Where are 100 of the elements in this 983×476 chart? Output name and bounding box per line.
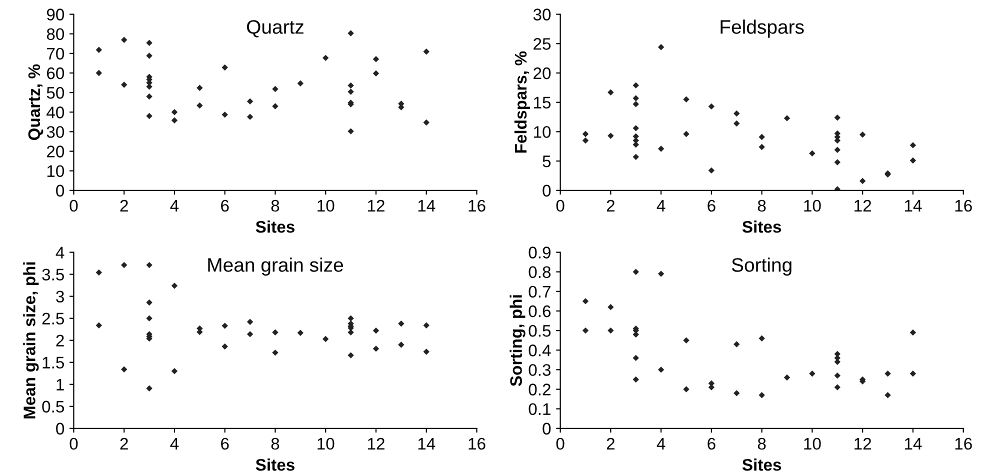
y-axis-title: Quartz, % xyxy=(28,64,44,140)
point xyxy=(608,304,614,310)
point xyxy=(146,385,152,392)
y-tick-label: 4 xyxy=(56,246,64,258)
point xyxy=(348,128,354,134)
x-tick-label: 8 xyxy=(271,438,280,450)
y-tick-label: 2 xyxy=(56,334,64,346)
point xyxy=(348,88,354,95)
x-axis-title: Sites xyxy=(742,220,782,233)
x-tick-label: 2 xyxy=(120,200,128,212)
x-tick-label: 6 xyxy=(708,438,716,450)
y-tick-label: 3 xyxy=(56,290,64,303)
point xyxy=(683,337,690,344)
point xyxy=(859,132,866,138)
point xyxy=(372,56,380,62)
point xyxy=(708,103,715,110)
point xyxy=(96,46,102,53)
point xyxy=(372,70,380,76)
point xyxy=(146,315,152,322)
point xyxy=(272,329,278,336)
x-tick-label: 2 xyxy=(606,200,614,212)
chart-title: Quartz xyxy=(246,20,304,38)
point xyxy=(734,390,740,396)
x-axis-title: Sites xyxy=(256,220,294,233)
x-tick-label: 12 xyxy=(854,200,872,212)
point xyxy=(146,93,152,100)
point xyxy=(146,262,152,268)
point xyxy=(348,82,354,89)
point xyxy=(632,95,639,102)
point xyxy=(96,269,102,276)
point xyxy=(146,299,152,306)
point xyxy=(809,150,816,157)
point xyxy=(171,109,178,116)
point xyxy=(734,120,740,127)
y-tick-label: 2.5 xyxy=(42,312,64,325)
y-tick-label: 0.2 xyxy=(528,384,550,396)
point xyxy=(222,64,228,71)
x-tick-label: 16 xyxy=(955,200,972,212)
y-tick-label: 0 xyxy=(542,184,551,197)
point xyxy=(423,348,430,355)
y-tick-label: 20 xyxy=(47,146,64,158)
point xyxy=(372,328,380,334)
point xyxy=(910,157,916,164)
y-tick-label: 0.7 xyxy=(528,286,550,298)
x-tick-label: 14 xyxy=(418,200,436,212)
point xyxy=(348,352,354,358)
x-tick-label: 4 xyxy=(656,438,666,450)
y-tick-label: 20 xyxy=(534,67,551,80)
x-tick-label: 16 xyxy=(955,438,972,450)
x-tick-label: 14 xyxy=(904,438,922,450)
x-tick-label: 16 xyxy=(468,200,486,212)
x-tick-label: 4 xyxy=(170,200,179,212)
y-tick-label: 40 xyxy=(46,106,64,118)
x-tick-label: 14 xyxy=(418,438,436,450)
point xyxy=(632,125,639,132)
x-tick-label: 14 xyxy=(904,200,922,212)
x-tick-label: 0 xyxy=(556,438,564,450)
point xyxy=(146,112,152,120)
point xyxy=(884,392,891,398)
point xyxy=(910,370,916,377)
y-tick-label: 0.9 xyxy=(528,246,550,258)
x-tick-label: 16 xyxy=(468,438,486,450)
chart-title: Feldspars xyxy=(720,20,804,38)
x-tick-label: 4 xyxy=(656,200,666,212)
point xyxy=(246,98,254,104)
point xyxy=(322,54,329,62)
point xyxy=(171,117,178,124)
point xyxy=(758,134,765,140)
point xyxy=(398,320,404,327)
point xyxy=(632,154,639,160)
point xyxy=(658,270,664,277)
point xyxy=(222,112,228,118)
point xyxy=(582,298,589,304)
point xyxy=(658,366,664,373)
point xyxy=(784,115,790,122)
point xyxy=(834,384,840,390)
y-tick-label: 0 xyxy=(56,422,64,435)
y-tick-label: 0.6 xyxy=(528,305,551,318)
y-tick-label: 0.1 xyxy=(528,403,550,416)
point xyxy=(683,386,690,392)
point xyxy=(423,119,430,126)
point xyxy=(246,331,254,338)
point xyxy=(348,30,354,36)
point xyxy=(582,327,589,334)
point xyxy=(608,132,614,139)
point xyxy=(632,268,639,275)
x-tick-label: 2 xyxy=(120,438,128,450)
point xyxy=(910,142,916,148)
point xyxy=(272,103,278,110)
point xyxy=(246,318,254,325)
y-tick-label: 90 xyxy=(46,8,64,20)
y-tick-label: 60 xyxy=(47,67,64,80)
point xyxy=(171,282,178,289)
point xyxy=(632,376,639,383)
y-tick-label: 3.5 xyxy=(42,268,64,280)
y-tick-label: 0 xyxy=(542,422,551,435)
point xyxy=(96,322,102,328)
x-tick-label: 10 xyxy=(804,438,821,450)
y-tick-label: 50 xyxy=(46,86,64,99)
point xyxy=(171,368,178,374)
